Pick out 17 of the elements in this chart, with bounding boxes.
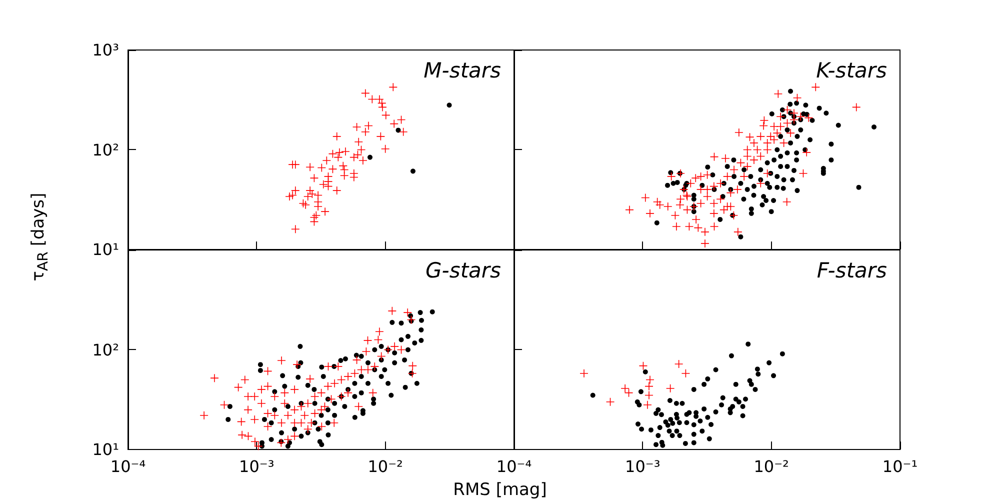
x-tick-label: 10⁻²: [368, 456, 403, 476]
x-tick-label: 10⁻⁴: [110, 456, 146, 476]
y-tick-label: 10³: [92, 40, 119, 60]
chart-title: F-stars: [816, 258, 888, 282]
y-tick-label: 10¹: [92, 440, 119, 458]
x-tick-label: 10⁻³: [239, 456, 274, 476]
chart-title: G-stars: [426, 258, 502, 282]
chart-title: M-stars: [424, 58, 502, 82]
y-tick-label: 10¹: [92, 240, 119, 259]
chart-title: K-stars: [816, 58, 888, 82]
x-tick-label: 10⁻⁴: [496, 456, 532, 476]
x-axis-title: RMS [mag]: [453, 480, 547, 500]
y-tick-label: 10²: [92, 340, 119, 359]
x-tick-label: 10⁻³: [625, 456, 660, 476]
y-tick-label: 10²: [92, 140, 119, 160]
x-tick-label: 10⁻²: [754, 456, 789, 476]
x-tick-label: 10⁻¹: [882, 456, 918, 476]
